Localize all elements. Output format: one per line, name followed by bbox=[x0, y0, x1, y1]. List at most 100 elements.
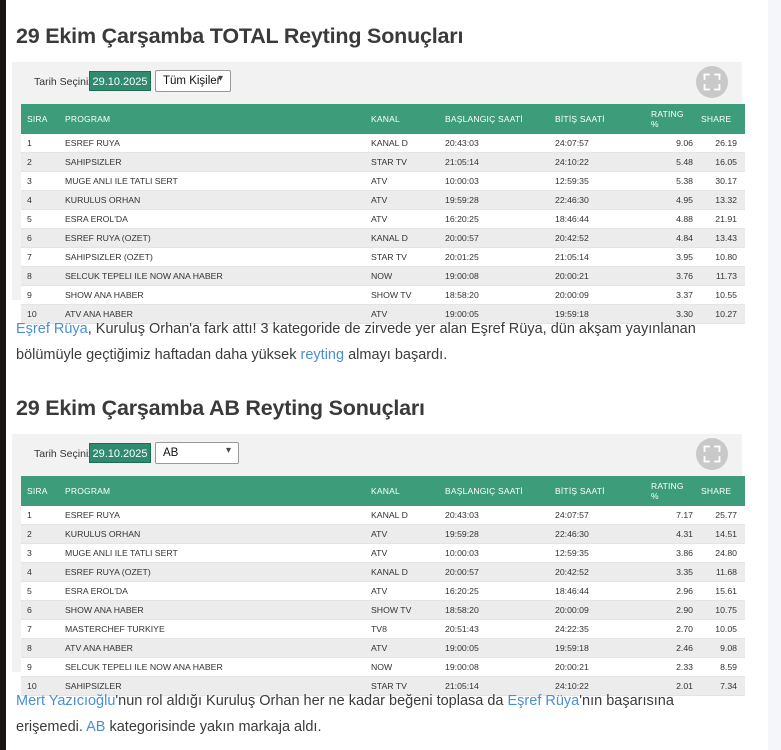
cell-share: 26.19 bbox=[701, 134, 745, 153]
cell-share: 14.51 bbox=[701, 524, 745, 544]
inline-link[interactable]: Mert Yazıcıoğlu bbox=[16, 693, 116, 709]
cell-bitis: 20:00:21 bbox=[555, 657, 651, 677]
cell-kanal: STAR TV bbox=[371, 152, 445, 172]
cell-rating: 5.38 bbox=[651, 171, 701, 191]
table-body-total: 1 ESREF RUYA KANAL D 20:43:03 24:07:57 9.06 26… bbox=[21, 134, 745, 324]
cell-rating: 3.30 bbox=[651, 304, 701, 324]
table-row: 10 SAHIPSIZLER STAR TV 21:05:14 24:10:22 2.01… bbox=[21, 676, 745, 696]
table-row: 8 SELCUK TEPELI ILE NOW ANA HABER NOW 19:00… bbox=[21, 266, 745, 286]
cell-bitis: 12:59:35 bbox=[555, 543, 651, 563]
cell-baslangic: 10:00:03 bbox=[445, 543, 555, 563]
cell-sira: 4 bbox=[21, 190, 59, 210]
table-row: 5 ESRA EROL'DA ATV 16:20:25 18:46:44 2.96 15.6… bbox=[21, 581, 745, 601]
cell-kanal: KANAL D bbox=[371, 506, 445, 525]
table-row: 4 ESREF RUYA (OZET) KANAL D 20:00:57 20:42:5… bbox=[21, 562, 745, 582]
col-program: PROGRAM bbox=[59, 104, 371, 134]
cell-share: 16.05 bbox=[701, 152, 745, 172]
cell-rating: 2.33 bbox=[651, 657, 701, 677]
paragraph-text: almayı başardı. bbox=[344, 347, 448, 363]
cell-kanal: ATV bbox=[371, 171, 445, 191]
page-left-edge bbox=[0, 0, 6, 750]
cell-program: SAHIPSIZLER (OZET) bbox=[59, 247, 371, 267]
cell-bitis: 20:00:09 bbox=[555, 600, 651, 620]
toolbar-ab: Tarih Seçiniz: 29.10.2025 AB ▾ bbox=[12, 434, 742, 476]
cell-share: 21.91 bbox=[701, 209, 745, 229]
cell-sira: 7 bbox=[21, 619, 59, 639]
cell-rating: 4.95 bbox=[651, 190, 701, 210]
cell-bitis: 22:46:30 bbox=[555, 190, 651, 210]
table-body-ab: 1 ESREF RUYA KANAL D 20:43:03 24:07:57 7.17 25… bbox=[21, 506, 745, 696]
cell-share: 15.61 bbox=[701, 581, 745, 601]
col-sira: SIRA bbox=[21, 476, 59, 506]
cell-sira: 5 bbox=[21, 581, 59, 601]
col-kanal: KANAL bbox=[371, 476, 445, 506]
cell-program: ESREF RUYA (OZET) bbox=[59, 562, 371, 582]
col-bitis: BİTİŞ SAATİ bbox=[555, 476, 651, 506]
cell-sira: 4 bbox=[21, 562, 59, 582]
cell-bitis: 20:00:21 bbox=[555, 266, 651, 286]
cell-rating: 3.95 bbox=[651, 247, 701, 267]
table-row: 2 KURULUS ORHAN ATV 19:59:28 22:46:30 4.31 14.… bbox=[21, 524, 745, 544]
col-program: PROGRAM bbox=[59, 476, 371, 506]
cell-share: 10.27 bbox=[701, 304, 745, 324]
rating-table-ab: SIRA PROGRAM KANAL BAŞLANGIÇ SAATİ BİTİŞ… bbox=[21, 476, 745, 696]
cell-program: SELCUK TEPELI ILE NOW ANA HABER bbox=[59, 657, 371, 677]
cell-baslangic: 19:59:28 bbox=[445, 524, 555, 544]
fullscreen-button-ab[interactable] bbox=[696, 438, 728, 470]
cell-bitis: 19:59:18 bbox=[555, 304, 651, 324]
table-row: 7 SAHIPSIZLER (OZET) STAR TV 20:01:25 21:05:… bbox=[21, 247, 745, 267]
rating-widget-ab: Tarih Seçiniz: 29.10.2025 AB ▾ SIRA PROG… bbox=[12, 434, 745, 696]
category-select-total[interactable]: Tüm Kişiler ▾ bbox=[155, 70, 231, 92]
inline-link[interactable]: Eşref Rüya bbox=[507, 693, 580, 709]
cell-bitis: 18:46:44 bbox=[555, 209, 651, 229]
cell-program: SHOW ANA HABER bbox=[59, 285, 371, 305]
rating-widget-total: Tarih Seçiniz: 29.10.2025 Tüm Kişiler ▾ … bbox=[12, 62, 745, 324]
date-input-ab[interactable]: 29.10.2025 bbox=[89, 443, 151, 463]
cell-share: 10.05 bbox=[701, 619, 745, 639]
cell-baslangic: 16:20:25 bbox=[445, 209, 555, 229]
cell-kanal: ATV bbox=[371, 581, 445, 601]
inline-link[interactable]: Eşref Rüya bbox=[16, 321, 88, 337]
cell-baslangic: 20:43:03 bbox=[445, 506, 555, 525]
date-input-total[interactable]: 29.10.2025 bbox=[89, 71, 151, 91]
cell-rating: 3.76 bbox=[651, 266, 701, 286]
cell-program: ESREF RUYA bbox=[59, 506, 371, 525]
cell-baslangic: 19:00:08 bbox=[445, 266, 555, 286]
inline-link[interactable]: AB bbox=[86, 719, 106, 735]
cell-program: ESRA EROL'DA bbox=[59, 581, 371, 601]
cell-sira: 1 bbox=[21, 506, 59, 525]
cell-sira: 10 bbox=[21, 304, 59, 324]
cell-rating: 2.01 bbox=[651, 676, 701, 696]
category-select-ab[interactable]: AB ▾ bbox=[155, 442, 239, 464]
table-row: 3 MUGE ANLI ILE TATLI SERT ATV 10:00:03 12:5… bbox=[21, 171, 745, 191]
cell-rating: 9.06 bbox=[651, 134, 701, 153]
cell-bitis: 24:07:57 bbox=[555, 134, 651, 153]
cell-sira: 3 bbox=[21, 543, 59, 563]
cell-kanal: KANAL D bbox=[371, 134, 445, 153]
col-rating: RATING % bbox=[651, 476, 701, 506]
col-baslangic: BAŞLANGIÇ SAATİ bbox=[445, 476, 555, 506]
table-header-row: SIRA PROGRAM KANAL BAŞLANGIÇ SAATİ BİTİŞ… bbox=[21, 104, 745, 134]
table-row: 10 ATV ANA HABER ATV 19:00:05 19:59:18 3.30 10… bbox=[21, 304, 745, 324]
cell-sira: 9 bbox=[21, 285, 59, 305]
inline-link[interactable]: reyting bbox=[300, 347, 345, 363]
fullscreen-button-total[interactable] bbox=[696, 66, 728, 98]
cell-program: SHOW ANA HABER bbox=[59, 600, 371, 620]
cell-rating: 2.90 bbox=[651, 600, 701, 620]
cell-baslangic: 20:01:25 bbox=[445, 247, 555, 267]
summary-paragraph-total: Eşref Rüya, Kuruluş Orhan'a fark attı! 3… bbox=[16, 316, 740, 368]
table-row: 2 SAHIPSIZLER STAR TV 21:05:14 24:10:22 5.48 1… bbox=[21, 152, 745, 172]
table-row: 6 ESREF RUYA (OZET) KANAL D 20:00:57 20:42:5… bbox=[21, 228, 745, 248]
cell-rating: 4.88 bbox=[651, 209, 701, 229]
cell-share: 24.80 bbox=[701, 543, 745, 563]
table-row: 1 ESREF RUYA KANAL D 20:43:03 24:07:57 9.06 26… bbox=[21, 134, 745, 153]
cell-sira: 6 bbox=[21, 228, 59, 248]
cell-baslangic: 20:00:57 bbox=[445, 562, 555, 582]
cell-rating: 4.84 bbox=[651, 228, 701, 248]
cell-baslangic: 19:00:05 bbox=[445, 638, 555, 658]
cell-kanal: ATV bbox=[371, 190, 445, 210]
category-select-total-value: Tüm Kişiler bbox=[163, 75, 221, 87]
cell-bitis: 21:05:14 bbox=[555, 247, 651, 267]
cell-kanal: TV8 bbox=[371, 619, 445, 639]
cell-bitis: 18:46:44 bbox=[555, 581, 651, 601]
